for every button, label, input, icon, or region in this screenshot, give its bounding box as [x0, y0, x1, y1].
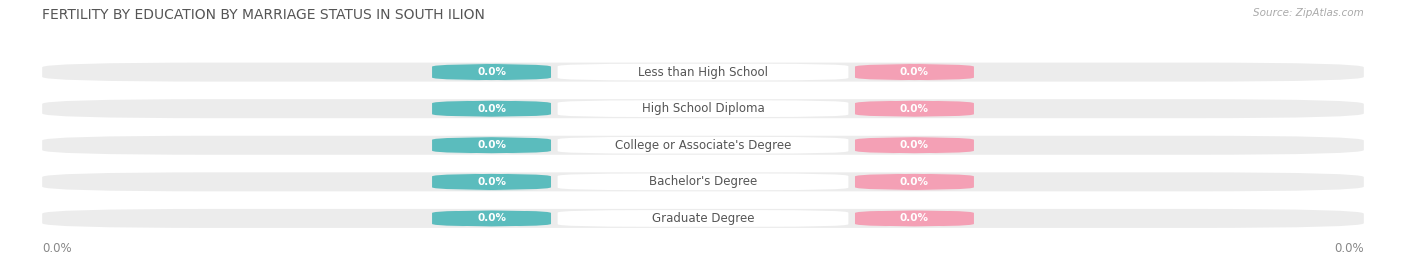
- Text: 0.0%: 0.0%: [1334, 242, 1364, 255]
- FancyBboxPatch shape: [432, 210, 551, 227]
- Text: 0.0%: 0.0%: [900, 67, 929, 77]
- Text: 0.0%: 0.0%: [900, 177, 929, 187]
- FancyBboxPatch shape: [558, 64, 848, 80]
- Text: 0.0%: 0.0%: [477, 213, 506, 224]
- FancyBboxPatch shape: [432, 64, 551, 80]
- Text: FERTILITY BY EDUCATION BY MARRIAGE STATUS IN SOUTH ILION: FERTILITY BY EDUCATION BY MARRIAGE STATU…: [42, 8, 485, 22]
- FancyBboxPatch shape: [42, 172, 1364, 191]
- FancyBboxPatch shape: [558, 100, 848, 117]
- Text: College or Associate's Degree: College or Associate's Degree: [614, 139, 792, 152]
- Text: Source: ZipAtlas.com: Source: ZipAtlas.com: [1253, 8, 1364, 18]
- Text: 0.0%: 0.0%: [477, 104, 506, 114]
- Text: 0.0%: 0.0%: [900, 140, 929, 150]
- Text: 0.0%: 0.0%: [42, 242, 72, 255]
- FancyBboxPatch shape: [432, 137, 551, 154]
- FancyBboxPatch shape: [42, 99, 1364, 118]
- FancyBboxPatch shape: [558, 137, 848, 154]
- FancyBboxPatch shape: [855, 137, 974, 154]
- FancyBboxPatch shape: [855, 64, 974, 80]
- FancyBboxPatch shape: [42, 136, 1364, 155]
- FancyBboxPatch shape: [42, 209, 1364, 228]
- FancyBboxPatch shape: [855, 174, 974, 190]
- Text: 0.0%: 0.0%: [477, 140, 506, 150]
- FancyBboxPatch shape: [432, 100, 551, 117]
- Text: 0.0%: 0.0%: [900, 213, 929, 224]
- Text: 0.0%: 0.0%: [477, 177, 506, 187]
- Text: High School Diploma: High School Diploma: [641, 102, 765, 115]
- Text: Graduate Degree: Graduate Degree: [652, 212, 754, 225]
- FancyBboxPatch shape: [432, 174, 551, 190]
- Text: Bachelor's Degree: Bachelor's Degree: [650, 175, 756, 188]
- Text: 0.0%: 0.0%: [477, 67, 506, 77]
- FancyBboxPatch shape: [558, 174, 848, 190]
- Text: 0.0%: 0.0%: [900, 104, 929, 114]
- FancyBboxPatch shape: [855, 100, 974, 117]
- FancyBboxPatch shape: [558, 210, 848, 227]
- FancyBboxPatch shape: [855, 210, 974, 227]
- FancyBboxPatch shape: [42, 63, 1364, 82]
- Text: Less than High School: Less than High School: [638, 66, 768, 79]
